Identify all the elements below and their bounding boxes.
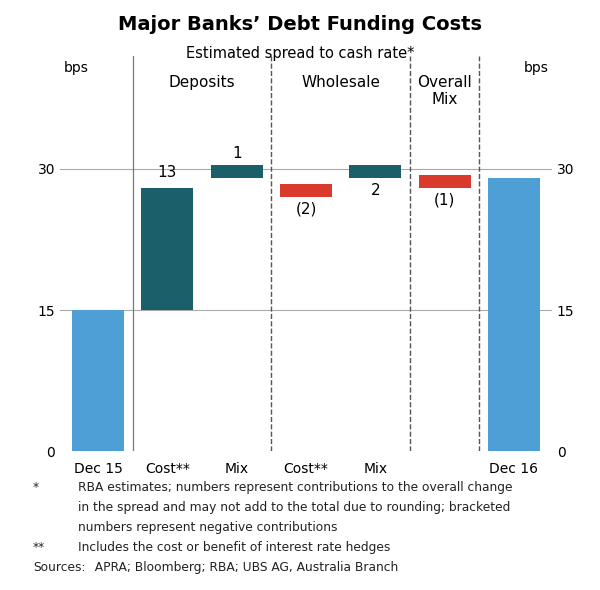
Text: (1): (1)	[434, 192, 455, 208]
Text: 1: 1	[232, 146, 242, 160]
Text: Estimated spread to cash rate*: Estimated spread to cash rate*	[186, 46, 414, 61]
Bar	[419, 175, 470, 188]
Text: in the spread and may not add to the total due to rounding; bracketed: in the spread and may not add to the tot…	[78, 501, 511, 514]
Bar	[488, 178, 540, 451]
Text: Wholesale: Wholesale	[301, 75, 380, 90]
Text: (2): (2)	[295, 202, 317, 217]
Text: Overall
Mix: Overall Mix	[417, 75, 472, 107]
Text: 13: 13	[158, 165, 177, 181]
Text: RBA estimates; numbers represent contributions to the overall change: RBA estimates; numbers represent contrib…	[78, 481, 512, 494]
Text: 2: 2	[370, 183, 380, 198]
Text: **: **	[33, 541, 45, 554]
Text: Deposits: Deposits	[169, 75, 235, 90]
Bar	[211, 165, 263, 178]
Bar	[72, 310, 124, 451]
Text: bps: bps	[64, 61, 88, 75]
Text: *: *	[33, 481, 39, 494]
Text: bps: bps	[524, 61, 548, 75]
Text: Sources:: Sources:	[33, 561, 86, 574]
Text: APRA; Bloomberg; RBA; UBS AG, Australia Branch: APRA; Bloomberg; RBA; UBS AG, Australia …	[87, 561, 398, 574]
Text: Includes the cost or benefit of interest rate hedges: Includes the cost or benefit of interest…	[78, 541, 391, 554]
Text: numbers represent negative contributions: numbers represent negative contributions	[78, 521, 337, 534]
Bar	[142, 188, 193, 310]
Bar	[280, 184, 332, 197]
Text: Major Banks’ Debt Funding Costs: Major Banks’ Debt Funding Costs	[118, 15, 482, 34]
Bar	[349, 165, 401, 178]
